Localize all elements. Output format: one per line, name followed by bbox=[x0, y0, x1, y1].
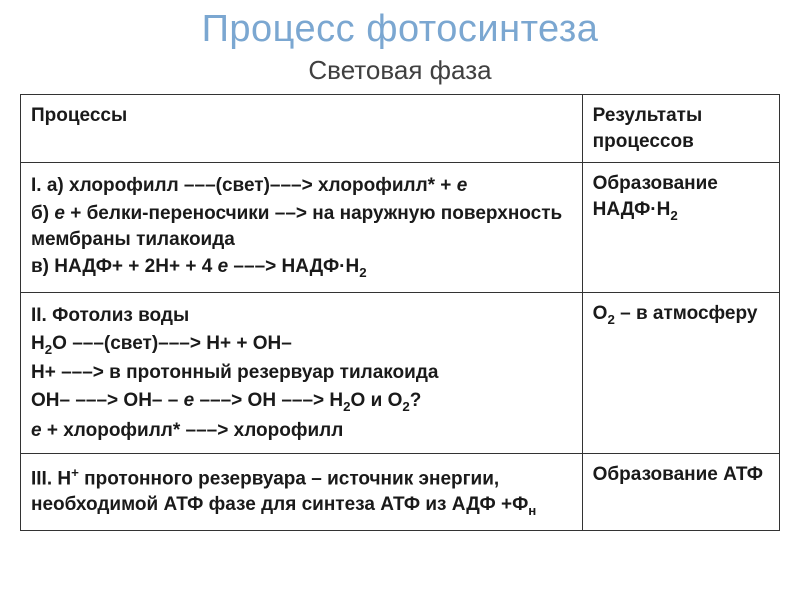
row1-result: Образование НАДФ·Н2 bbox=[582, 163, 779, 293]
table-row: I. а) хлорофилл –––(свет)–––> хлорофилл*… bbox=[21, 163, 780, 293]
row3-processes: III. Н+ протонного резервуара – источник… bbox=[21, 454, 583, 531]
table-row: III. Н+ протонного резервуара – источник… bbox=[21, 454, 780, 531]
r1-line-c: в) НАДФ+ + 2Н+ + 4 е –––> НАДФ·Н2 bbox=[31, 254, 572, 282]
r3-line-1: III. Н+ протонного резервуара – источник… bbox=[31, 464, 572, 520]
table-header-row: Процессы Результаты процессов bbox=[21, 95, 780, 163]
page-title: Процесс фотосинтеза bbox=[20, 8, 780, 51]
r2-line-5: е + хлорофилл* –––> хлорофилл bbox=[31, 418, 572, 444]
row2-result: О2 – в атмосферу bbox=[582, 292, 779, 453]
r2-line-2: Н2О –––(свет)–––> Н+ + ОН– bbox=[31, 331, 572, 359]
r1-line-b: б) е + белки-переносчики ––> на наружную… bbox=[31, 201, 572, 252]
header-processes: Процессы bbox=[21, 95, 583, 163]
row3-result: Образование АТФ bbox=[582, 454, 779, 531]
process-table: Процессы Результаты процессов I. а) хлор… bbox=[20, 94, 780, 531]
row1-processes: I. а) хлорофилл –––(свет)–––> хлорофилл*… bbox=[21, 163, 583, 293]
r2-line-4: ОН– –––> ОН– – е –––> ОН –––> Н2О и О2? bbox=[31, 388, 572, 416]
r2-line-3: Н+ –––> в протонный резервуар тилакоида bbox=[31, 360, 572, 386]
page-subtitle: Световая фаза bbox=[20, 55, 780, 86]
row2-processes: II. Фотолиз воды Н2О –––(свет)–––> Н+ + … bbox=[21, 292, 583, 453]
r1-line-a: I. а) хлорофилл –––(свет)–––> хлорофилл*… bbox=[31, 173, 572, 199]
slide: Процесс фотосинтеза Световая фаза Процес… bbox=[0, 0, 800, 600]
header-results: Результаты процессов bbox=[582, 95, 779, 163]
table-row: II. Фотолиз воды Н2О –––(свет)–––> Н+ + … bbox=[21, 292, 780, 453]
r2-line-1: II. Фотолиз воды bbox=[31, 303, 572, 329]
